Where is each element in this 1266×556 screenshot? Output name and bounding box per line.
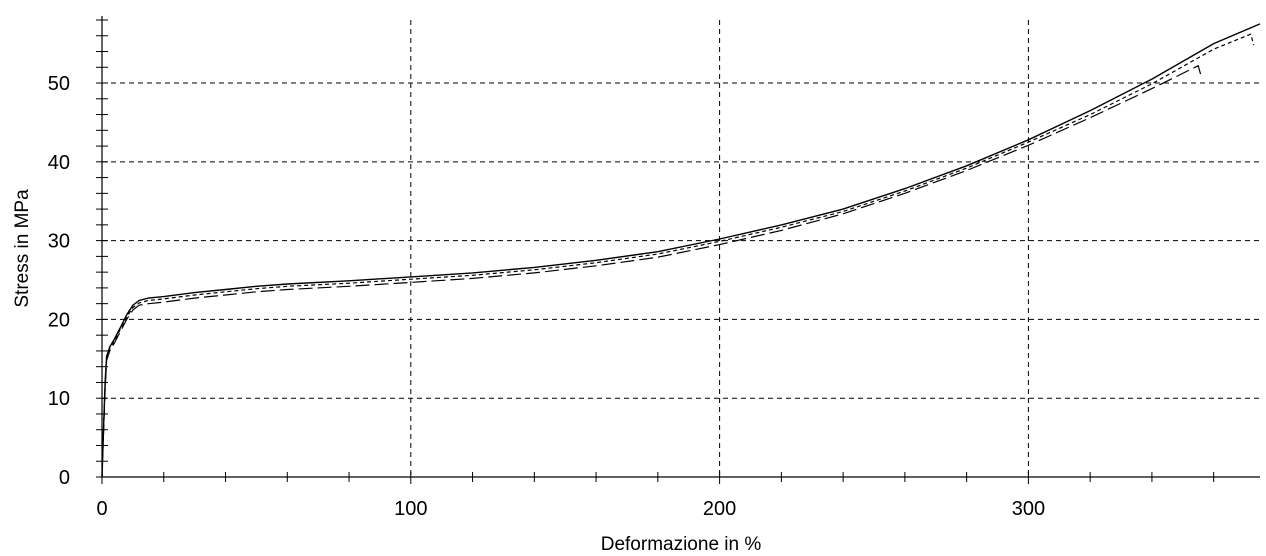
grid [102, 20, 1260, 477]
axes [101, 16, 1260, 478]
x-tick-label: 200 [703, 498, 736, 520]
y-tick-label: 30 [48, 231, 70, 253]
y-tick-label: 40 [48, 152, 70, 174]
series-line-1 [101, 23, 1261, 478]
x-tick-label: 0 [96, 498, 107, 520]
y-tick-label: 50 [48, 73, 70, 95]
x-tick-label: 300 [1012, 498, 1045, 520]
y-tick-label: 20 [48, 309, 70, 331]
y-axis-title: Stress in MPa [12, 189, 33, 308]
x-axis-title: Deformazione in % [601, 534, 762, 555]
y-tick-label: 0 [59, 467, 70, 489]
series-lines [101, 23, 1261, 478]
series-line-2 [101, 33, 1255, 478]
y-tick-label: 10 [48, 388, 70, 410]
series-line-3 [101, 64, 1202, 478]
x-tick-label: 100 [394, 498, 427, 520]
tick-labels: 0 10 20 30 40 50 0 100 200 300 [48, 73, 1045, 520]
